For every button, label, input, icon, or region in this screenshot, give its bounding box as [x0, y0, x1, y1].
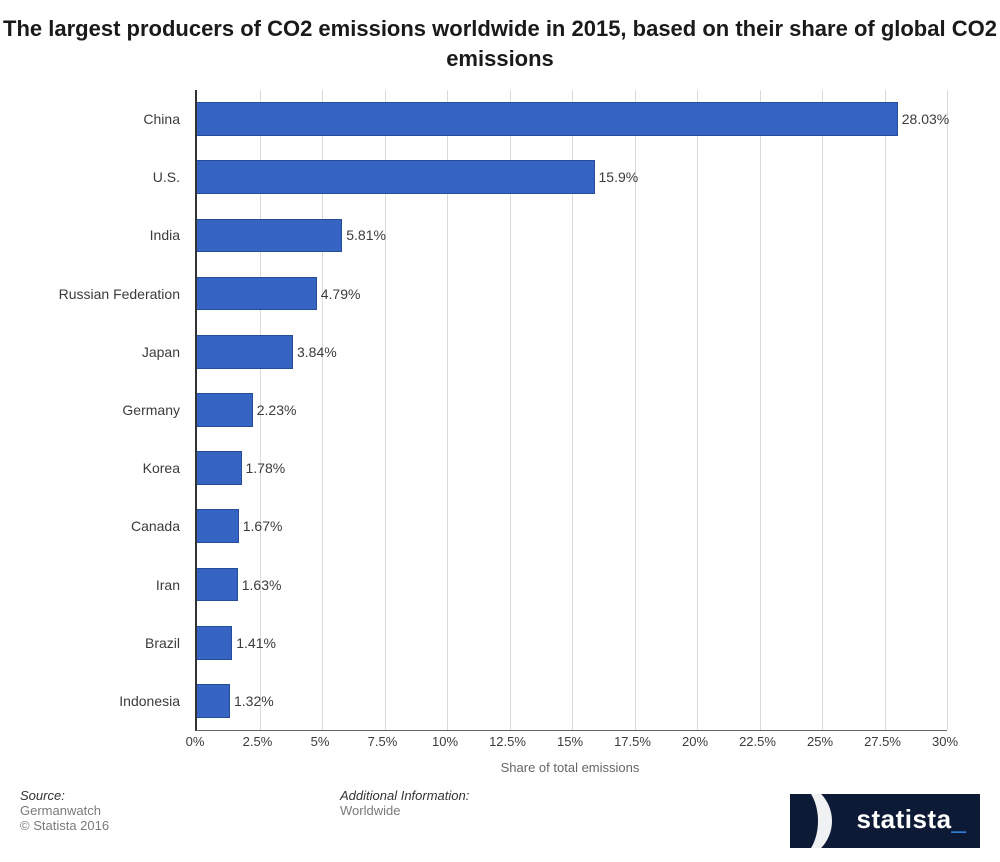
x-tick-label: 30% [932, 734, 958, 749]
bar-value-label: 1.63% [242, 577, 282, 593]
bar-value-label: 5.81% [346, 227, 386, 243]
category-label: Indonesia [0, 693, 180, 709]
bar[interactable] [197, 277, 317, 311]
bar[interactable] [197, 219, 342, 253]
gridline [635, 90, 636, 730]
bar-value-label: 1.67% [243, 518, 283, 534]
chart-title: The largest producers of CO2 emissions w… [0, 14, 1000, 73]
plot-box [195, 90, 947, 731]
gridline [885, 90, 886, 730]
additional-info-block: Additional Information: Worldwide [340, 788, 640, 818]
bar-value-label: 1.41% [236, 635, 276, 651]
category-label: Iran [0, 577, 180, 593]
x-tick-label: 20% [682, 734, 708, 749]
x-tick-label: 2.5% [243, 734, 273, 749]
bar-value-label: 4.79% [321, 286, 361, 302]
bar-value-label: 3.84% [297, 344, 337, 360]
category-label: China [0, 111, 180, 127]
gridline [822, 90, 823, 730]
category-label: Russian Federation [0, 286, 180, 302]
x-tick-label: 22.5% [739, 734, 776, 749]
category-label: Japan [0, 344, 180, 360]
x-tick-label: 5% [311, 734, 330, 749]
x-tick-label: 12.5% [489, 734, 526, 749]
bar[interactable] [197, 509, 239, 543]
x-tick-label: 15% [557, 734, 583, 749]
category-label: Brazil [0, 635, 180, 651]
x-tick-label: 7.5% [368, 734, 398, 749]
bar-value-label: 28.03% [902, 111, 949, 127]
x-axis-label: Share of total emissions [195, 760, 945, 775]
statista-logo: statista_ [790, 794, 980, 848]
x-tick-label: 0% [186, 734, 205, 749]
source-heading: Source: [20, 788, 320, 803]
additional-info-heading: Additional Information: [340, 788, 640, 803]
gridline [697, 90, 698, 730]
bar[interactable] [197, 568, 238, 602]
bar[interactable] [197, 684, 230, 718]
gridline [947, 90, 948, 730]
x-tick-label: 17.5% [614, 734, 651, 749]
source-body: Germanwatch [20, 803, 320, 818]
category-label: Korea [0, 460, 180, 476]
bar[interactable] [197, 160, 595, 194]
bar-value-label: 1.78% [246, 460, 286, 476]
bar-value-label: 15.9% [599, 169, 639, 185]
x-tick-label: 27.5% [864, 734, 901, 749]
source-block: Source: Germanwatch © Statista 2016 [20, 788, 320, 833]
bar[interactable] [197, 451, 242, 485]
x-tick-label: 10% [432, 734, 458, 749]
category-label: Germany [0, 402, 180, 418]
footer: Source: Germanwatch © Statista 2016 Addi… [20, 788, 980, 848]
bar-value-label: 2.23% [257, 402, 297, 418]
bar[interactable] [197, 335, 293, 369]
chart-area: Share of total emissions 0%2.5%5%7.5%10%… [0, 90, 1000, 760]
x-tick-label: 25% [807, 734, 833, 749]
logo-text: statista [856, 804, 951, 834]
logo-wave-icon [790, 794, 832, 848]
category-label: Canada [0, 518, 180, 534]
additional-info-body: Worldwide [340, 803, 640, 818]
bar[interactable] [197, 393, 253, 427]
category-label: U.S. [0, 169, 180, 185]
category-label: India [0, 227, 180, 243]
logo-underscore-icon: _ [952, 804, 966, 834]
bar[interactable] [197, 626, 232, 660]
copyright-text: © Statista 2016 [20, 818, 320, 833]
bar[interactable] [197, 102, 898, 136]
bar-value-label: 1.32% [234, 693, 274, 709]
gridline [760, 90, 761, 730]
